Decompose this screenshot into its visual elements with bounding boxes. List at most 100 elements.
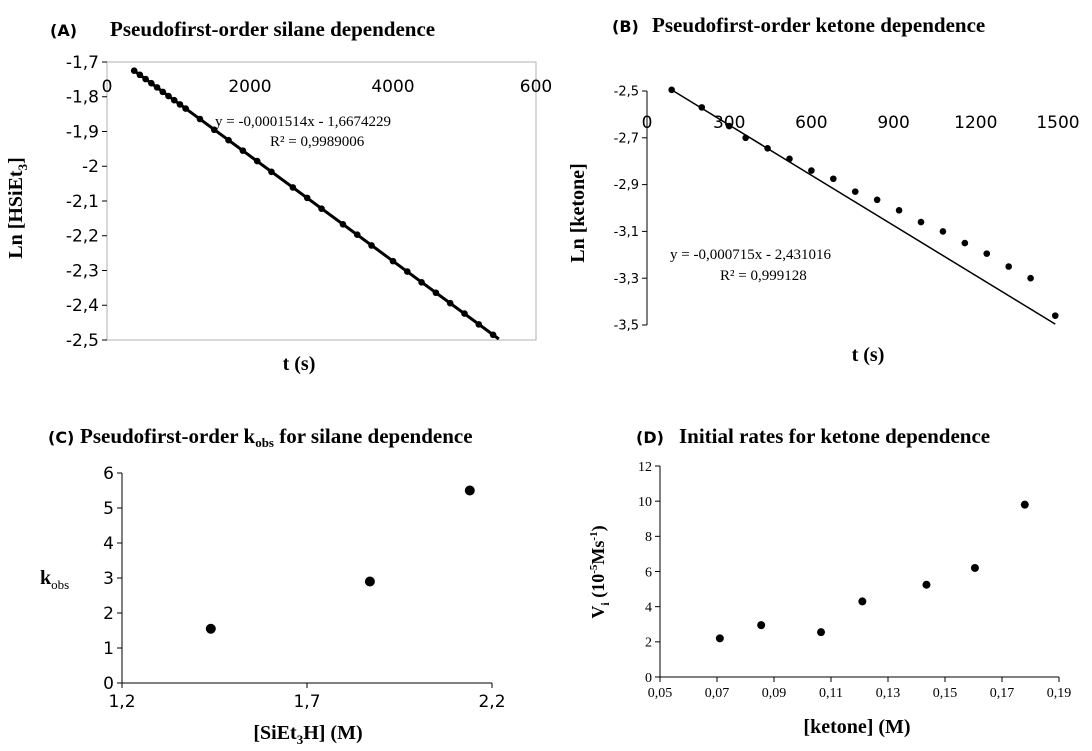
panel-b-points [668, 86, 1059, 319]
panel-a-data-point [446, 299, 454, 307]
panel-a-y-tick-label: -2,1 [66, 192, 99, 212]
panel-a-y-tick-label: -2,5 [66, 331, 99, 351]
panel-a-plot-area [106, 61, 537, 341]
panel-b-y-tick-label: -2,5 [614, 85, 639, 100]
panel-d-x-tick-label: 0,11 [819, 686, 843, 701]
panel-a-data-point [318, 205, 325, 212]
panel-c-x-tick-label: 1,7 [293, 692, 320, 712]
panel-b-x-tick-label: 900 [877, 113, 909, 133]
panel-a-r2: R² = 0,9989006 [270, 134, 365, 150]
panel-c-y-ticks: 0 1 2 3 4 5 6 [103, 464, 122, 694]
panel-b-x-ticks: 030060090012001500 [642, 113, 1080, 133]
panel-d-x-tick-label: 0,17 [990, 686, 1015, 701]
panel-d-data-point [922, 580, 931, 589]
panel-d-letter: (D) [636, 428, 664, 447]
panel-c-y-tick-label: 0 [103, 674, 114, 694]
panel-b-ylabel: Ln [ketone] [567, 163, 589, 262]
panel-d-y-tick-label: 6 [645, 565, 652, 580]
panel-d-data-point [1020, 500, 1029, 509]
panel-d-x-tick-label: 0,13 [876, 686, 901, 701]
panel-a-data-point [130, 67, 138, 74]
panel-a-data-point [182, 105, 189, 112]
panel-a-data-point [196, 115, 204, 123]
panel-a-points [130, 67, 497, 339]
panel-a-data-point [353, 231, 361, 239]
panel-b-trendline [671, 89, 1056, 325]
panel-d-x-tick-label: 0,19 [1047, 686, 1072, 701]
panel-b-data-point [939, 228, 947, 235]
panel-b-data-point [1027, 274, 1034, 282]
panel-a-y-tick-label: -1,9 [66, 122, 99, 142]
panel-b-data-point [786, 155, 793, 163]
panel-c-title: Pseudofirst-order kobs for silane depend… [80, 424, 473, 450]
panel-a-data-point [489, 331, 497, 339]
panel-b-title: Pseudofirst-order ketone dependence [652, 13, 985, 37]
panel-d: (D) Initial rates for ketone dependence … [588, 424, 1071, 738]
panel-a-x-tick-label: 2000 [228, 77, 271, 97]
panel-a-y-tick-label: -1,7 [66, 53, 99, 73]
panel-d-x-ticks: 0,05 0,07 0,09 0,11 0,13 0,15 0,17 0,19 [648, 677, 1072, 701]
panel-b: (B) Pseudofirst-order ketone dependence … [567, 13, 1080, 366]
panel-b-x-tick-label: 1500 [1036, 113, 1079, 133]
panel-c-y-tick-label: 1 [103, 639, 114, 659]
panel-b-r2: R² = 0,999128 [720, 268, 807, 284]
panel-d-x-tick-label: 0,05 [648, 686, 673, 701]
panel-a-data-point [225, 136, 232, 144]
panel-a-data-point [461, 310, 468, 317]
panel-a-data-point [142, 75, 149, 83]
panel-b-data-point [895, 207, 903, 214]
panel-c-data-point [205, 623, 216, 634]
panel-b-data-point [1051, 312, 1059, 319]
panel-a-data-point [289, 184, 297, 191]
panel-d-title: Initial rates for ketone dependence [679, 424, 990, 448]
panel-c-y-tick-label: 6 [103, 464, 114, 484]
panel-d-y-tick-label: 2 [645, 636, 652, 651]
panel-a-data-point [136, 71, 144, 79]
panel-b-data-point [668, 86, 675, 94]
panel-a-data-point [339, 220, 347, 228]
panel-c-x-tick-label: 2,2 [478, 692, 505, 712]
panel-d-data-point [715, 634, 724, 643]
panel-c-ylabel: kobs [40, 567, 69, 592]
panel-a-y-tick-label: -2 [82, 157, 99, 177]
panel-b-data-point [698, 104, 706, 111]
panel-d-xlabel: [ketone] (M) [803, 716, 910, 738]
panel-c-points [205, 485, 475, 634]
panel-b-data-point [961, 239, 969, 247]
panel-c-y-tick-label: 2 [103, 604, 114, 624]
panel-a-data-point [170, 96, 178, 104]
panel-a-x-tick-label: 4000 [371, 77, 414, 97]
panel-b-letter: (B) [612, 17, 639, 36]
panel-b-x-tick-label: 1200 [954, 113, 997, 133]
panel-c-y-tick-label: 5 [103, 499, 114, 519]
panel-a-trendline [133, 69, 500, 341]
panel-a-data-point [475, 321, 483, 328]
panel-a-data-point [253, 157, 261, 165]
panel-a-data-point [176, 101, 184, 108]
panel-a-y-tick-label: -2,2 [66, 227, 99, 247]
panel-d-x-tick-label: 0,15 [933, 686, 958, 701]
panel-b-data-point [725, 122, 733, 130]
panel-c: (C) Pseudofirst-order kobs for silane de… [40, 424, 506, 747]
panel-a: (A) Pseudofirst-order silane dependence … [5, 17, 552, 375]
panel-a-xlabel: t (s) [283, 353, 316, 375]
panel-a-x-tick-label: 600 [520, 77, 552, 97]
panel-b-data-point [830, 175, 837, 183]
panel-a-y-tick-label: -2,3 [66, 261, 99, 281]
panel-b-data-point [983, 250, 991, 257]
panel-d-data-point [817, 628, 826, 637]
panel-b-data-point [1005, 263, 1012, 270]
panel-b-y-tick-label: -3,3 [614, 272, 639, 287]
panel-d-data-point [858, 597, 867, 606]
panel-a-y-ticks: -1,7 -1,8 -1,9 -2 -2,1 -2,2 -2,3 -2,4 -2,5 [66, 53, 107, 351]
panel-a-y-tick-label: -1,8 [66, 88, 99, 108]
panel-a-ylabel: Ln [HSiEt3] [5, 157, 30, 259]
panel-a-data-point [165, 92, 172, 100]
panel-a-data-point [159, 88, 167, 96]
panel-c-xlabel: [SiEt3H] (M) [253, 722, 362, 747]
panel-b-data-point [742, 134, 749, 142]
panel-a-data-point [210, 126, 218, 134]
panel-a-data-point [389, 257, 397, 265]
panel-a-letter: (A) [50, 21, 77, 40]
